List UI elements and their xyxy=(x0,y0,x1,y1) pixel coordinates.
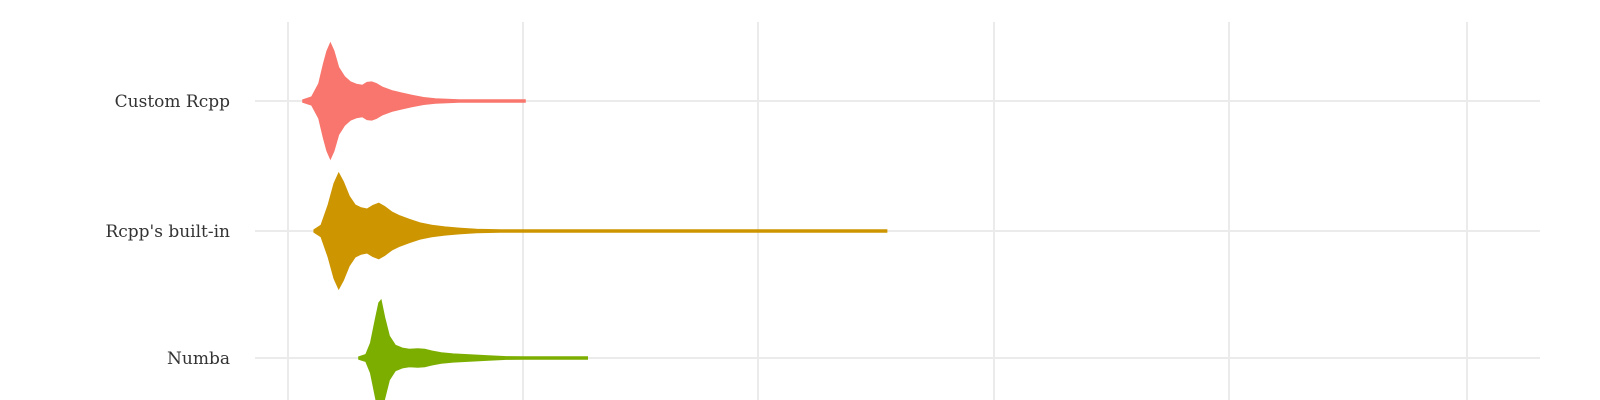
violin-layer xyxy=(302,41,888,400)
y-axis-labels: Custom Rcpp Rcpp's built-in Numba xyxy=(105,92,230,369)
violin-2 xyxy=(358,298,588,400)
y-tick-label-2: Numba xyxy=(167,349,230,369)
y-tick-label-1: Rcpp's built-in xyxy=(105,222,230,242)
violin-1 xyxy=(313,171,888,291)
grid-layer xyxy=(255,22,1540,400)
violin-0 xyxy=(302,41,526,161)
y-tick-label-0: Custom Rcpp xyxy=(115,92,230,112)
